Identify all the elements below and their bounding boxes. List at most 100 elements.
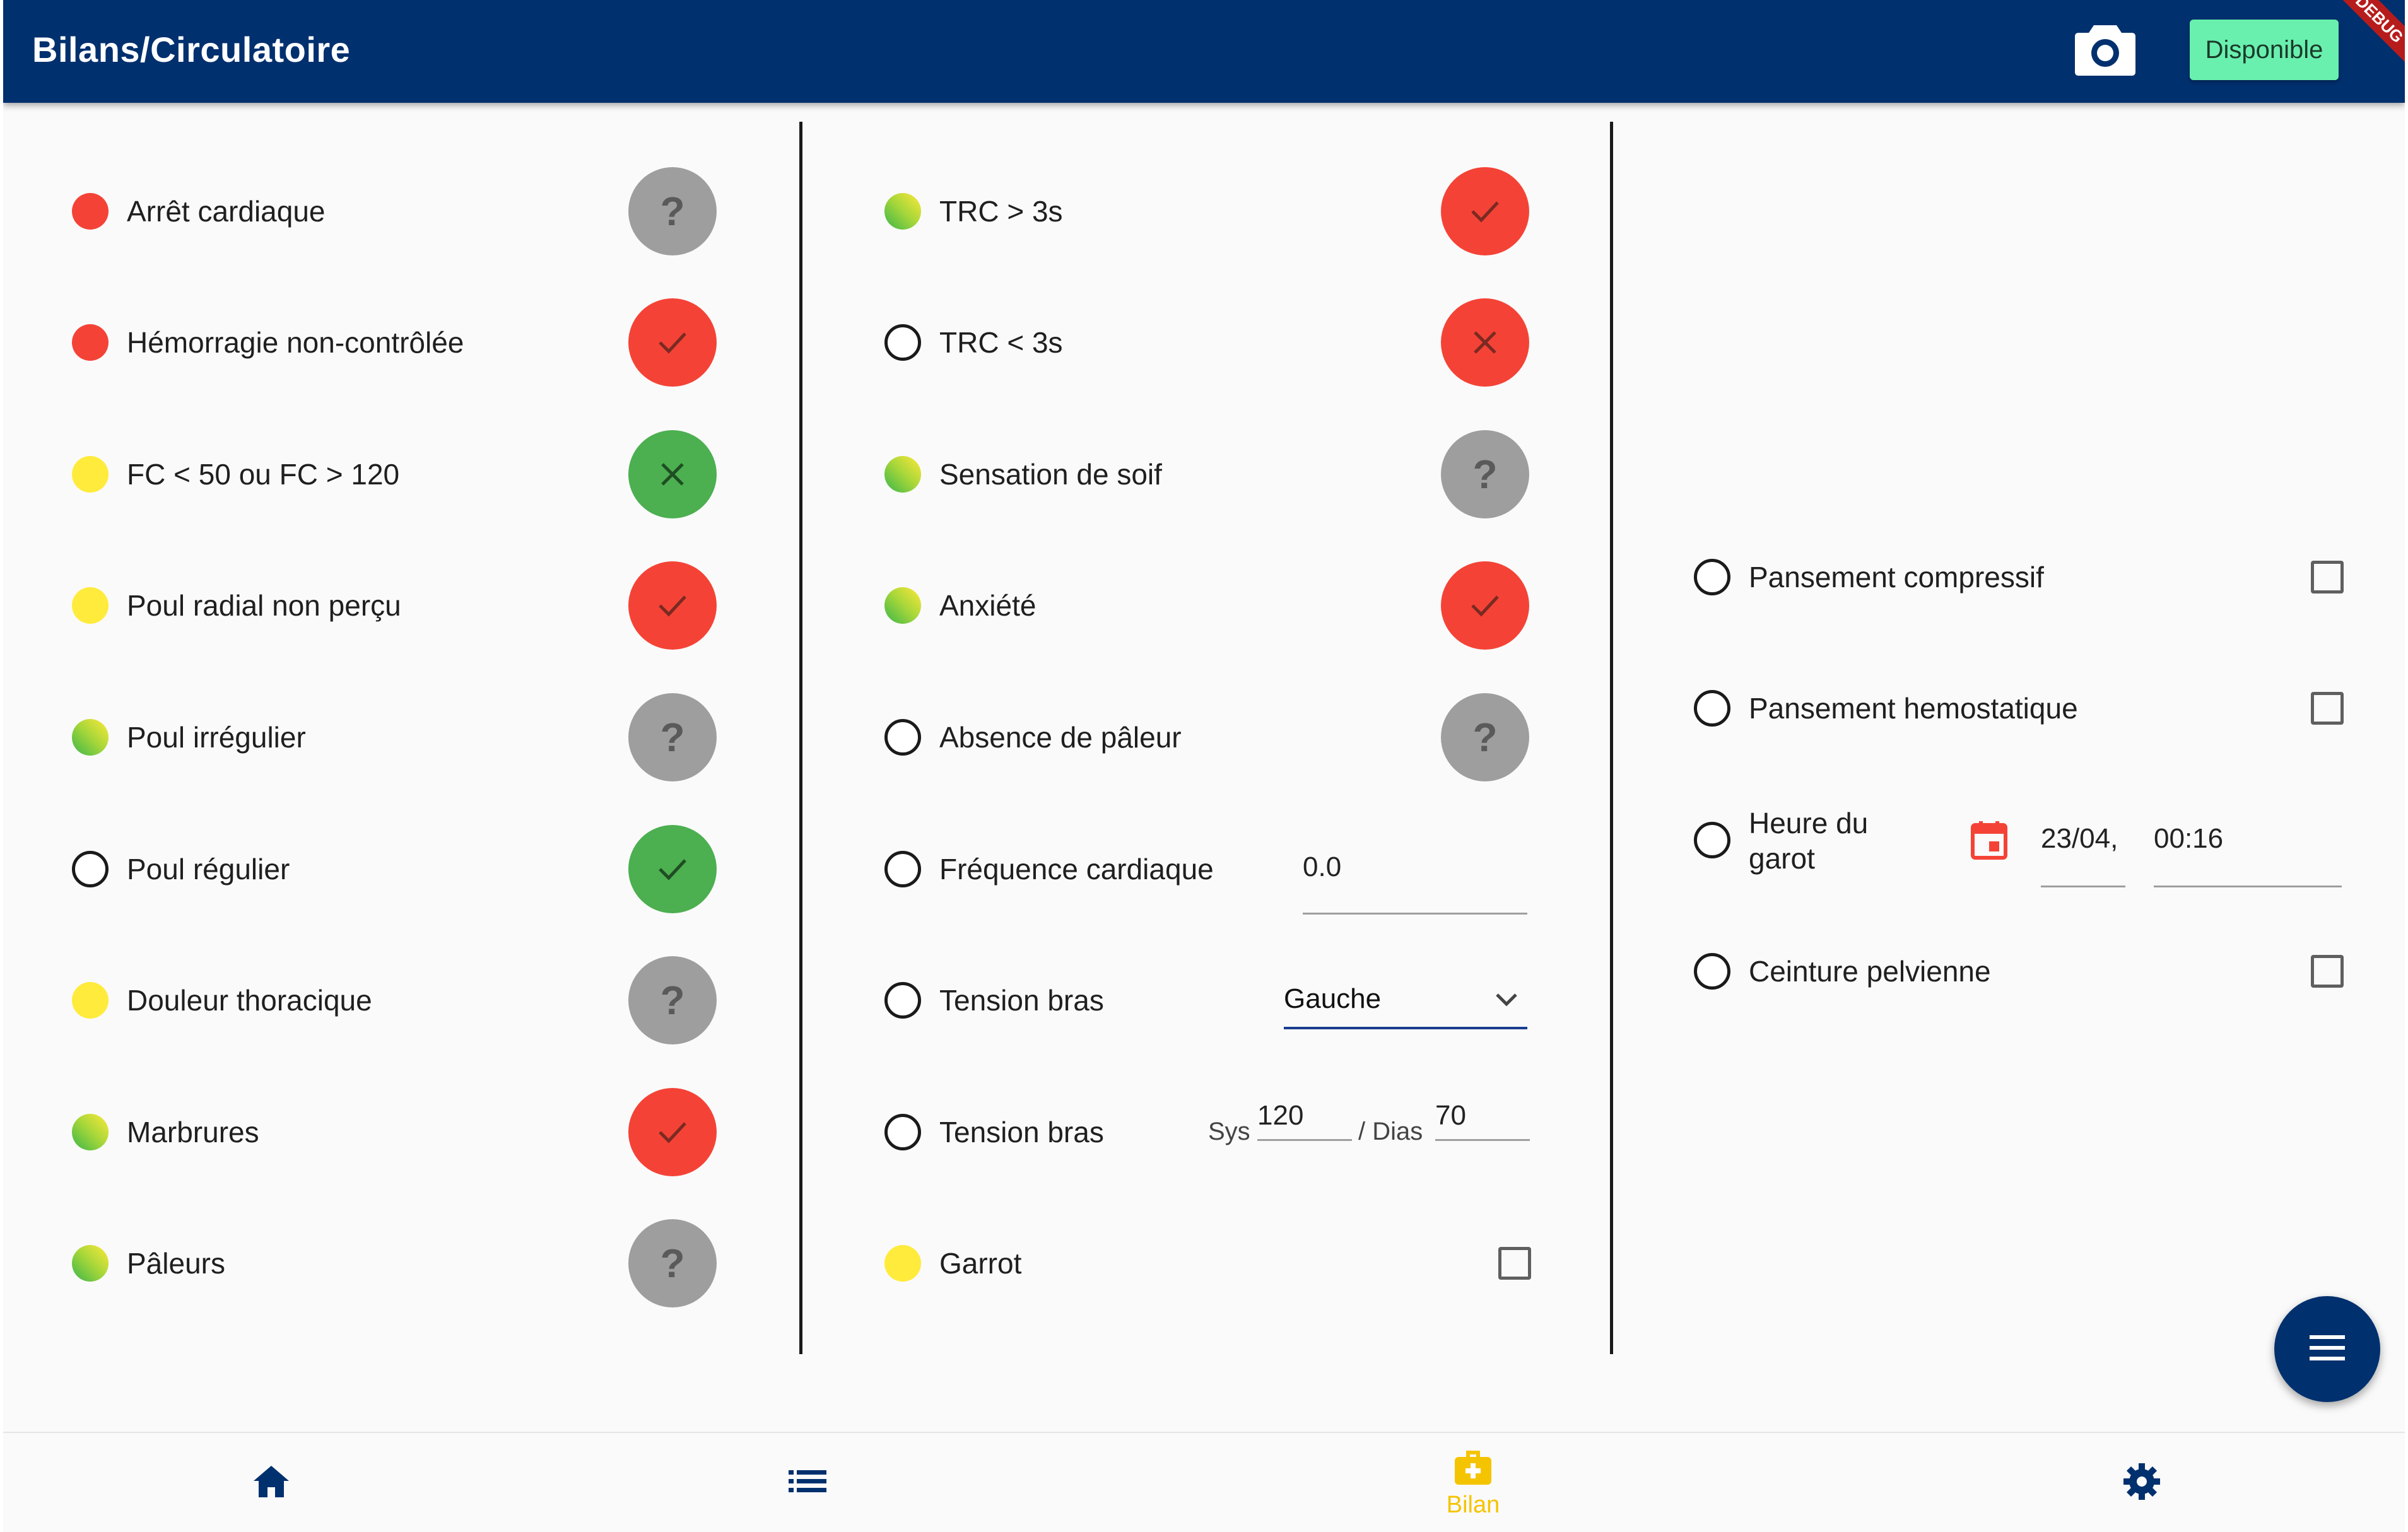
column-divider: [1610, 122, 1613, 1354]
blood-pressure-row: Tension bras Sys 120 / Dias 70: [817, 1085, 1599, 1179]
item-label: Arrêt cardiaque: [127, 195, 326, 228]
heart-rate-label: Fréquence cardiaque: [939, 853, 1214, 886]
check-icon[interactable]: [628, 1088, 717, 1176]
nav-bilan-label: Bilan: [1446, 1491, 1500, 1518]
hemostatic-dressing-checkbox[interactable]: [2311, 692, 2344, 725]
arm-select-row: Tension bras Gauche: [817, 953, 1599, 1048]
severity-dot: [1694, 822, 1730, 858]
severity-dot: [884, 851, 921, 887]
severity-dot: [884, 719, 921, 756]
heart-rate-underline: [1303, 913, 1527, 915]
question-icon[interactable]: ?: [628, 693, 717, 781]
compressive-dressing-checkbox[interactable]: [2311, 561, 2344, 594]
settings-icon: [2122, 1462, 2161, 1504]
check-icon[interactable]: [1441, 167, 1529, 255]
pelvic-belt-checkbox[interactable]: [2311, 955, 2344, 988]
item-label: Absence de pâleur: [939, 721, 1182, 754]
heart-rate-field[interactable]: 0.0: [1303, 851, 1342, 882]
severity-dot: [1694, 953, 1730, 990]
list-item: Marbrures: [3, 1085, 760, 1179]
app-root: Bilans/Circulatoire Disponible DEBUG Arr…: [3, 0, 2405, 1532]
chevron-down-icon[interactable]: [1492, 988, 1521, 1014]
camera-icon[interactable]: [2074, 20, 2137, 77]
list-item: TRC < 3s: [817, 295, 1599, 390]
calendar-icon[interactable]: [1970, 820, 2008, 863]
item-label: TRC > 3s: [939, 195, 1063, 228]
severity-dot: [72, 587, 109, 624]
column-divider: [799, 122, 802, 1354]
nav-settings[interactable]: [2088, 1433, 2195, 1532]
item-label: FC < 50 ou FC > 120: [127, 458, 400, 491]
check-icon[interactable]: [628, 561, 717, 650]
question-icon[interactable]: ?: [628, 956, 717, 1044]
list-item: Douleur thoracique ?: [3, 953, 760, 1048]
menu-fab[interactable]: [2274, 1296, 2380, 1402]
sys-label: Sys: [1208, 1118, 1250, 1145]
question-icon[interactable]: ?: [628, 167, 717, 255]
tourniquet-row: Garrot: [817, 1216, 1599, 1311]
question-icon[interactable]: ?: [1441, 430, 1529, 518]
arm-select[interactable]: Gauche: [1284, 983, 1382, 1014]
compressive-dressing-row: Pansement compressif: [1631, 530, 2388, 624]
nav-list[interactable]: [754, 1433, 861, 1532]
list-icon: [789, 1469, 826, 1497]
severity-dot: [72, 324, 109, 361]
severity-dot: [72, 1245, 109, 1282]
heart-rate-row: Fréquence cardiaque 0.0: [817, 822, 1599, 916]
home-icon: [251, 1463, 291, 1503]
severity-dot: [1694, 559, 1730, 595]
severity-dot: [884, 193, 921, 230]
sys-underline: [1257, 1139, 1352, 1141]
list-item: Arrêt cardiaque ?: [3, 164, 760, 259]
tourniquet-time-field[interactable]: 00:16: [2154, 823, 2224, 854]
check-icon[interactable]: [628, 298, 717, 387]
tourniquet-time-label: Heure du garot: [1749, 805, 1868, 876]
close-icon[interactable]: [1441, 298, 1529, 387]
item-label: Douleur thoracique: [127, 984, 372, 1017]
dias-field[interactable]: 70: [1435, 1100, 1466, 1131]
severity-dot: [72, 1114, 109, 1150]
blood-pressure-label: Tension bras: [939, 1116, 1104, 1149]
dias-label: / Dias: [1358, 1118, 1423, 1145]
tourniquet-time-row: Heure du garot 23/04, 00:16: [1631, 793, 2388, 887]
sys-field[interactable]: 120: [1257, 1100, 1304, 1131]
severity-dot: [884, 324, 921, 361]
tourniquet-checkbox[interactable]: [1498, 1247, 1531, 1280]
nav-bilan[interactable]: Bilan: [1419, 1433, 1527, 1532]
severity-dot: [884, 587, 921, 624]
page-title: Bilans/Circulatoire: [32, 30, 351, 69]
item-label: Poul radial non perçu: [127, 589, 401, 622]
tourniquet-date-field[interactable]: 23/04,: [2041, 823, 2118, 854]
list-item: FC < 50 ou FC > 120: [3, 427, 760, 522]
list-item: Absence de pâleur ?: [817, 690, 1599, 785]
severity-dot: [1694, 690, 1730, 727]
nav-home[interactable]: [218, 1433, 325, 1532]
item-label: Marbrures: [127, 1116, 259, 1149]
severity-dot: [884, 1114, 921, 1150]
severity-dot: [72, 193, 109, 230]
app-bar: Bilans/Circulatoire Disponible DEBUG: [3, 0, 2405, 103]
tourniquet-time-underline: [2154, 886, 2342, 887]
close-icon[interactable]: [628, 430, 717, 518]
severity-dot: [72, 719, 109, 756]
severity-dot: [884, 1245, 921, 1282]
tourniquet-time-label-line1: Heure du: [1749, 807, 1869, 839]
bottom-navigation: Bilan: [3, 1432, 2405, 1532]
tourniquet-label: Garrot: [939, 1247, 1022, 1280]
medical-bag-icon: [1452, 1448, 1494, 1489]
severity-dot: [72, 456, 109, 493]
check-icon[interactable]: [1441, 561, 1529, 650]
arm-select-underline: [1284, 1027, 1527, 1029]
tourniquet-date-underline: [2041, 886, 2125, 887]
severity-dot: [72, 851, 109, 887]
severity-dot: [884, 456, 921, 493]
item-label: Sensation de soif: [939, 458, 1162, 491]
question-icon[interactable]: ?: [1441, 693, 1529, 781]
pelvic-belt-row: Ceinture pelvienne: [1631, 924, 2388, 1019]
item-label: Hémorragie non-contrôlée: [127, 326, 464, 359]
list-item: Poul irrégulier ?: [3, 690, 760, 785]
question-icon[interactable]: ?: [628, 1219, 717, 1307]
check-icon[interactable]: [628, 825, 717, 913]
status-button[interactable]: Disponible: [2190, 20, 2339, 80]
pelvic-belt-label: Ceinture pelvienne: [1749, 955, 1991, 988]
